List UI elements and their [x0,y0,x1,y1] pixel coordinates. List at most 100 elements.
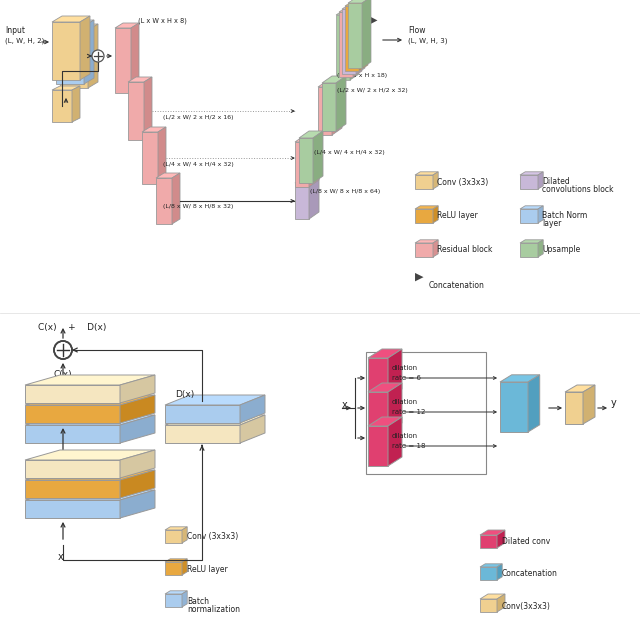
Text: ReLU layer: ReLU layer [437,211,477,221]
Polygon shape [538,240,543,257]
Polygon shape [322,76,346,83]
Polygon shape [142,132,158,184]
Polygon shape [120,470,155,498]
Polygon shape [433,240,438,257]
Polygon shape [336,76,346,131]
Text: (L, W, H, 2): (L, W, H, 2) [5,37,44,43]
Polygon shape [144,77,152,140]
Text: x: x [58,552,64,562]
Polygon shape [497,530,505,548]
Polygon shape [309,135,319,187]
Polygon shape [520,243,538,257]
Text: (L/4 x W/ 4 x H/4 x 32): (L/4 x W/ 4 x H/4 x 32) [163,162,234,167]
Polygon shape [480,567,497,580]
Polygon shape [72,86,80,122]
Text: y: y [611,398,617,408]
Polygon shape [336,9,359,15]
Polygon shape [520,206,543,209]
Polygon shape [336,15,350,80]
Text: C(x)    +    D(x): C(x) + D(x) [38,323,106,332]
Polygon shape [433,206,438,223]
Polygon shape [172,173,180,224]
Polygon shape [25,405,120,423]
Text: x: x [342,400,348,410]
Polygon shape [322,83,336,131]
Text: Batch: Batch [187,596,209,606]
Text: Conv(3x3x3): Conv(3x3x3) [502,601,551,611]
Polygon shape [339,12,353,77]
Polygon shape [25,460,120,478]
Polygon shape [295,183,309,219]
Polygon shape [156,173,180,178]
Polygon shape [538,172,543,189]
Polygon shape [368,358,388,398]
Polygon shape [362,0,371,68]
Text: (L x W x H x 18): (L x W x H x 18) [337,73,387,78]
Polygon shape [25,415,155,425]
Polygon shape [84,20,94,84]
Polygon shape [309,176,319,219]
Polygon shape [415,206,438,209]
Polygon shape [120,490,155,518]
Polygon shape [120,395,155,423]
Text: Flow: Flow [408,26,426,35]
Polygon shape [120,375,155,403]
Polygon shape [182,591,187,607]
Polygon shape [156,178,172,224]
Polygon shape [25,375,155,385]
Text: (L x W x H x 8): (L x W x H x 8) [138,18,187,24]
Polygon shape [52,16,90,22]
Polygon shape [165,527,187,530]
Polygon shape [528,375,540,432]
Text: ReLU layer: ReLU layer [187,564,228,574]
Polygon shape [158,127,166,184]
Polygon shape [520,240,543,243]
Polygon shape [295,142,309,187]
Polygon shape [342,3,365,9]
Text: (L/2 x W/ 2 x H/2 x 16): (L/2 x W/ 2 x H/2 x 16) [163,115,234,120]
Polygon shape [520,172,543,175]
Polygon shape [182,559,187,575]
Polygon shape [25,480,120,498]
Text: convolutions block: convolutions block [542,186,614,194]
Polygon shape [25,490,155,500]
Polygon shape [520,209,538,223]
Polygon shape [25,470,155,480]
Text: layer: layer [542,219,561,228]
Polygon shape [295,176,319,183]
Polygon shape [115,23,139,28]
Text: ▶: ▶ [415,272,424,282]
Polygon shape [339,6,362,12]
Text: Conv (3x3x3): Conv (3x3x3) [187,532,238,542]
Polygon shape [120,415,155,443]
Polygon shape [165,530,182,543]
Polygon shape [353,6,362,77]
Polygon shape [240,415,265,443]
Text: Dilated conv: Dilated conv [502,537,550,547]
Text: (L/4 x W/ 4 x H/4 x 32): (L/4 x W/ 4 x H/4 x 32) [314,150,385,155]
Polygon shape [25,385,120,403]
Polygon shape [80,16,90,80]
Text: normalization: normalization [187,604,240,613]
Polygon shape [142,127,166,132]
Polygon shape [480,535,497,548]
Polygon shape [60,24,98,30]
Polygon shape [25,450,155,460]
Polygon shape [25,395,155,405]
Polygon shape [497,564,502,580]
Polygon shape [165,594,182,607]
Bar [366,352,486,474]
Polygon shape [415,172,438,175]
Text: Dilated: Dilated [542,177,570,186]
Polygon shape [165,562,182,575]
Polygon shape [115,28,131,93]
Polygon shape [497,594,505,612]
Text: Conv (3x3x3): Conv (3x3x3) [437,177,488,186]
Polygon shape [368,349,402,358]
Text: rate = 18: rate = 18 [392,443,426,449]
Polygon shape [165,395,265,405]
Polygon shape [388,383,402,432]
Polygon shape [52,22,80,80]
Text: ▶: ▶ [370,15,378,25]
Text: (L/8 x W/ 8 x H/8 x 32): (L/8 x W/ 8 x H/8 x 32) [163,204,234,209]
